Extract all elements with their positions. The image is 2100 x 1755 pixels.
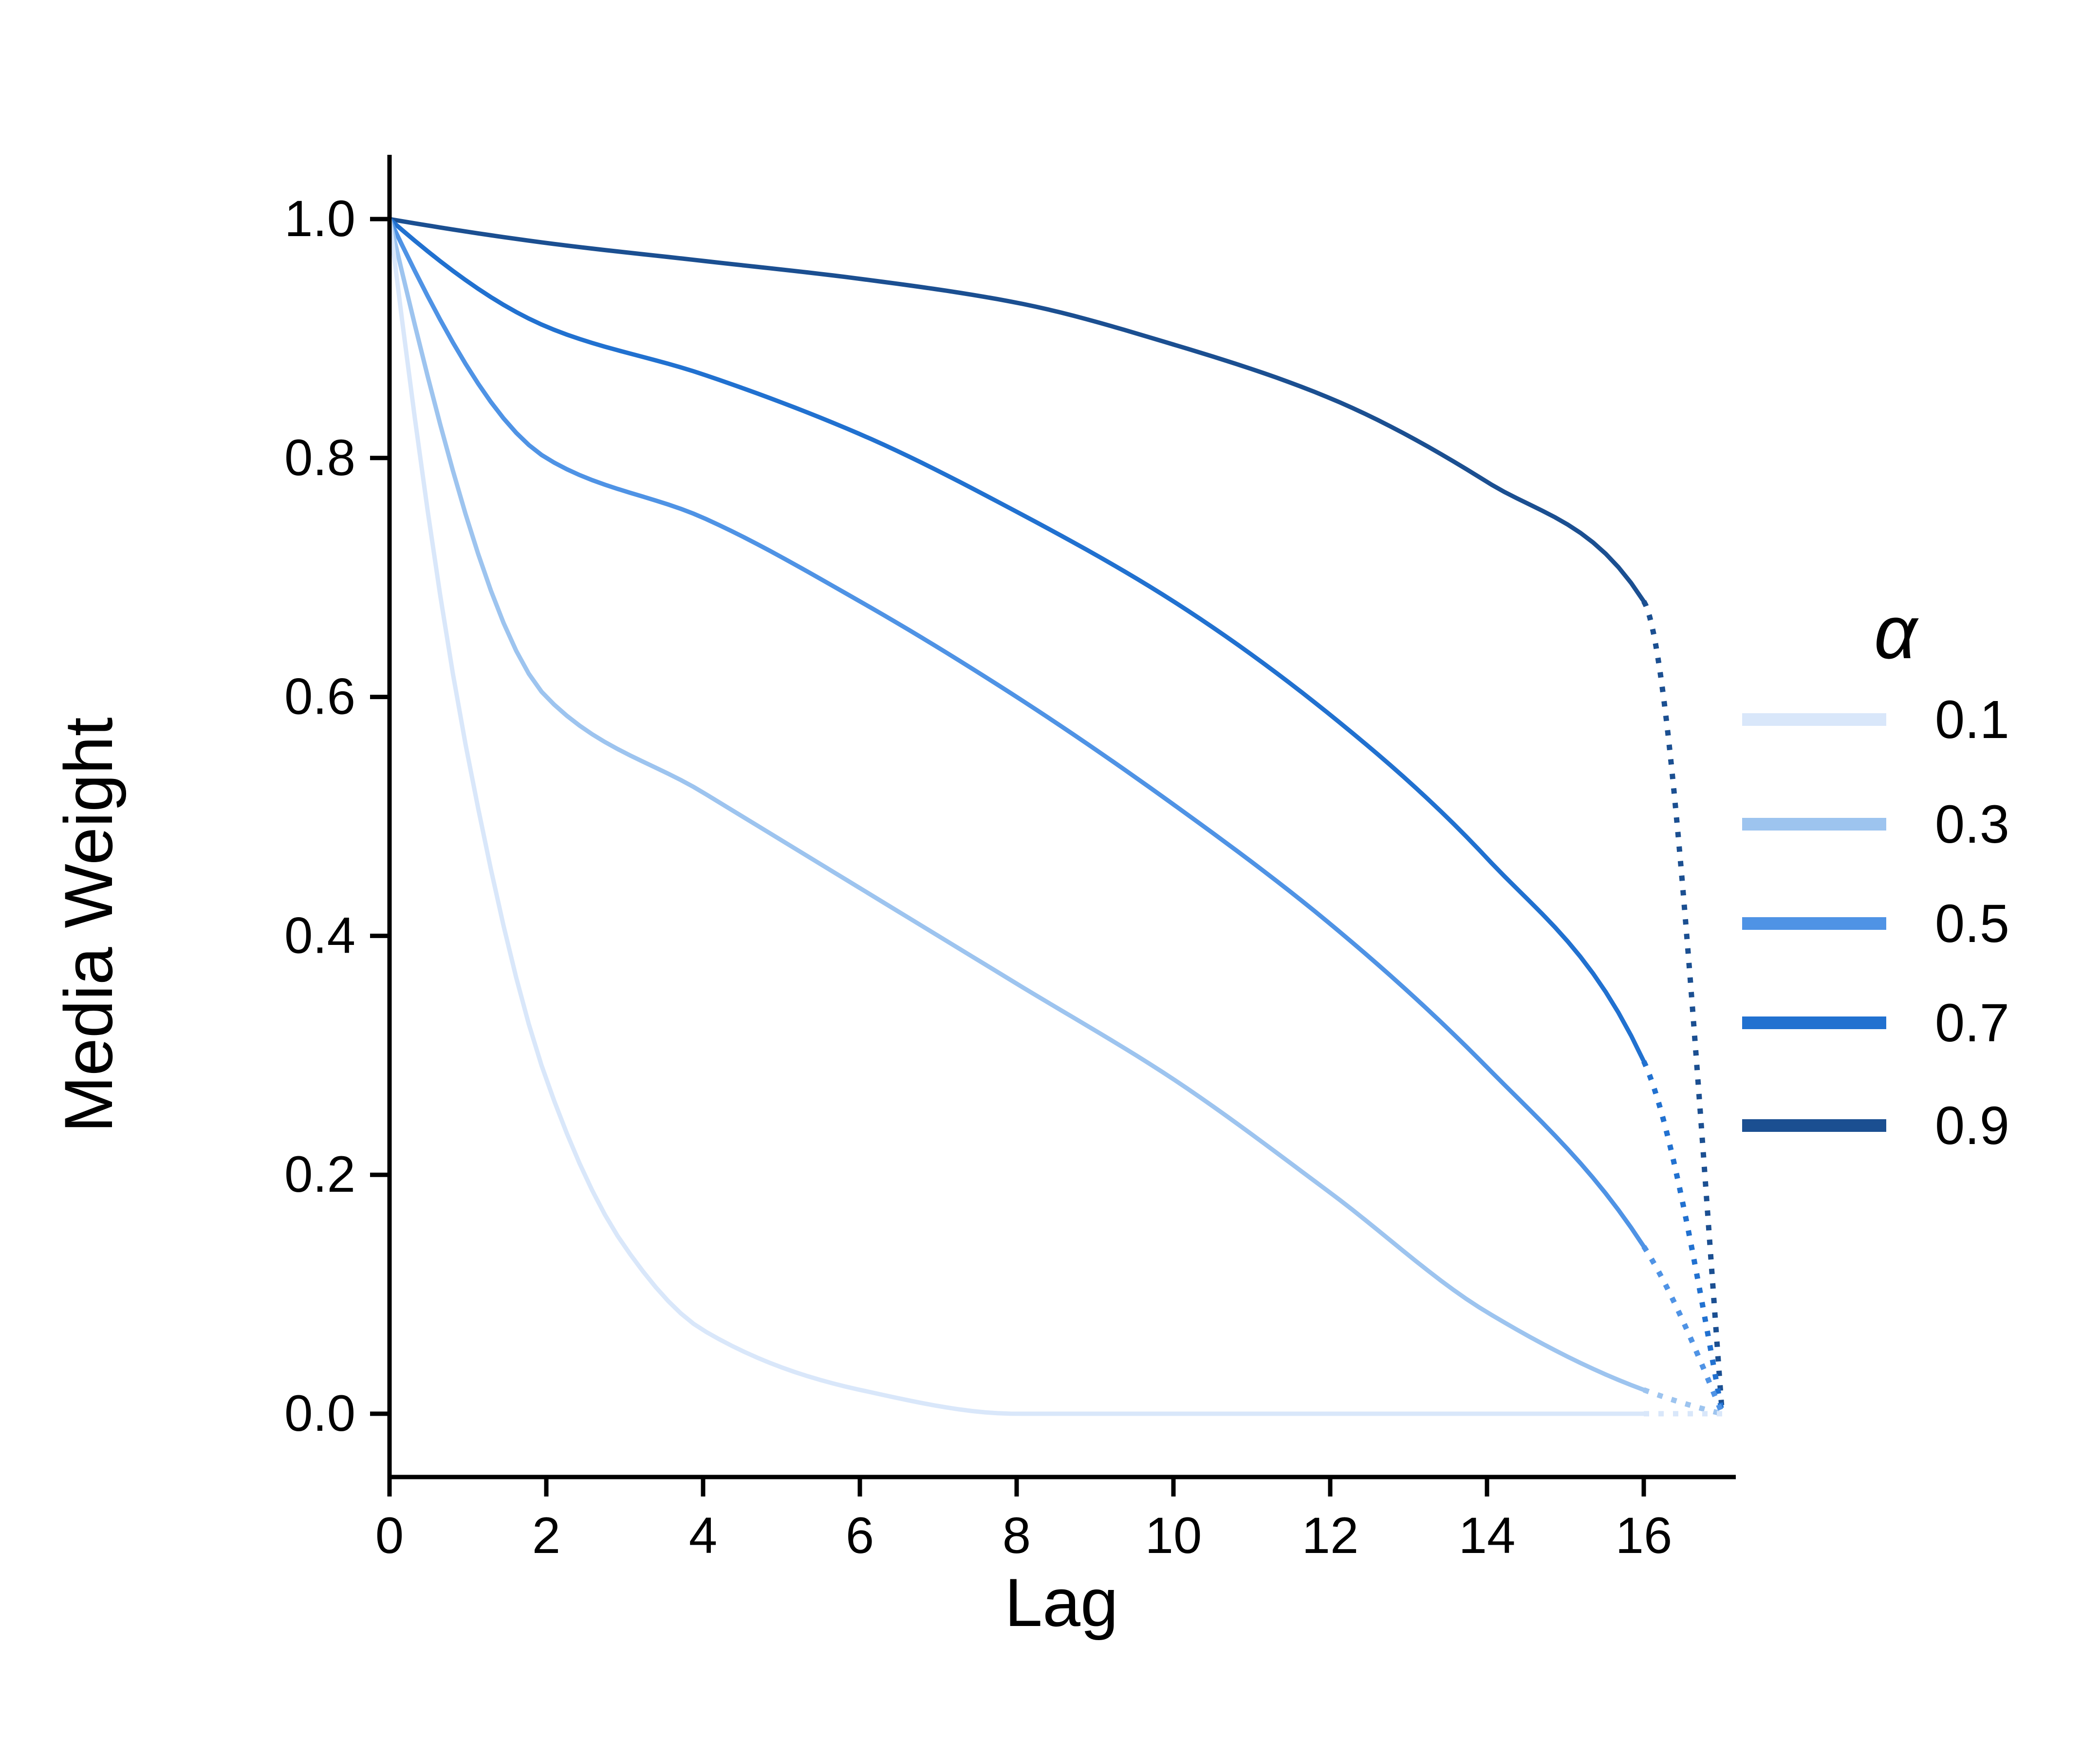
svg-text:1.0: 1.0	[284, 190, 355, 247]
svg-text:6: 6	[846, 1507, 874, 1564]
svg-text:0.2: 0.2	[284, 1146, 355, 1203]
svg-text:0.1: 0.1	[1935, 690, 2009, 750]
svg-text:0: 0	[375, 1507, 404, 1564]
svg-text:12: 12	[1302, 1507, 1359, 1564]
svg-text:4: 4	[689, 1507, 717, 1564]
svg-text:14: 14	[1459, 1507, 1516, 1564]
svg-text:0.7: 0.7	[1935, 993, 2009, 1053]
svg-text:α: α	[1874, 590, 1919, 674]
svg-text:0.4: 0.4	[284, 907, 355, 964]
svg-text:0.0: 0.0	[284, 1385, 355, 1442]
svg-text:16: 16	[1616, 1507, 1673, 1564]
svg-text:Lag: Lag	[1004, 1564, 1118, 1641]
svg-text:0.8: 0.8	[284, 429, 355, 486]
svg-text:10: 10	[1145, 1507, 1202, 1564]
svg-text:8: 8	[1003, 1507, 1031, 1564]
svg-text:Media Weight: Media Weight	[50, 717, 127, 1132]
svg-text:0.5: 0.5	[1935, 894, 2009, 954]
svg-text:0.3: 0.3	[1935, 794, 2009, 854]
svg-text:2: 2	[532, 1507, 560, 1564]
svg-text:0.6: 0.6	[284, 668, 355, 725]
svg-text:0.9: 0.9	[1935, 1096, 2009, 1156]
